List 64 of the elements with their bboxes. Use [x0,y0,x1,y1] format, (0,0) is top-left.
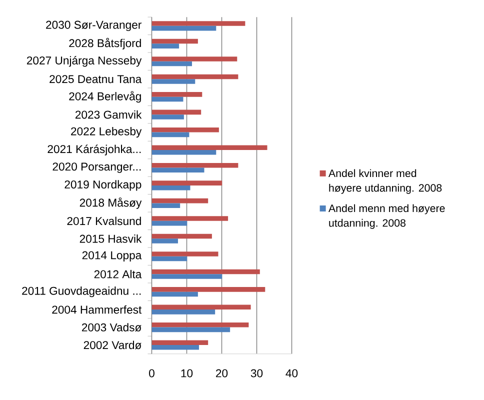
bar [152,96,184,102]
y-tick-label: 2011 Guovdageaidnu ... [22,286,141,298]
bar [152,310,216,314]
bar [152,287,266,292]
bar [152,56,238,62]
bar [152,61,192,66]
bar [152,345,199,350]
y-tick-label: 2017 Kvalsund [67,216,141,226]
y-tick-label: 2004 Hammerfest [52,305,142,314]
y-tick-label: 2002 Vardø [84,340,142,350]
bar [152,74,238,80]
bar [152,145,268,150]
y-tick-label: 2020 Porsanger... [52,162,141,173]
x-tick-label: 20 [216,369,228,378]
bar [152,322,249,328]
x-tick-label: 40 [286,369,298,378]
x-tick-label: 30 [250,369,263,378]
legend-label: Andel kvinner med høyere utdanning. 2008 [328,169,442,194]
bar [152,220,188,226]
bar [152,216,228,221]
bar [152,114,184,120]
bar [152,304,251,310]
y-tick-label: 2025 Deatnu Tana [50,75,142,84]
y-tick-label: 2015 Hasvik [80,234,142,243]
bar [152,292,198,297]
bar [152,340,208,346]
y-tick-label: 2012 Alta [94,270,142,278]
bar [152,44,180,48]
bar [152,38,198,44]
bar [152,132,190,138]
bar [152,185,190,190]
bar [152,198,208,204]
bar [152,234,212,239]
y-tick-label: 2030 Sør-Varanger [46,20,142,32]
y-tick-label: 2019 Nordkapp [64,180,142,191]
bar [152,327,230,332]
y-tick-label: 2022 Lebesby [71,127,142,138]
y-tick-label: 2027 Unjárga Nesseby [26,56,142,67]
bar [152,128,219,132]
bar [152,162,238,168]
y-tick-label: 2014 Loppa [82,251,142,262]
bar [152,92,202,97]
bar [152,150,216,155]
bar [152,180,222,186]
bar [152,110,202,115]
bar [152,256,188,262]
bar [152,168,204,173]
bar [152,238,178,244]
y-tick-label: 2023 Gamvik [75,110,142,119]
y-tick-label: 2024 Berlevåg [69,91,141,103]
x-tick-label: 0 [149,369,154,378]
bar [152,269,260,274]
bar [152,21,246,26]
y-tick-label: 2028 Båtsfjord [69,38,141,50]
legend-label: Andel menn med høyere utdanning. 2008 [328,204,445,229]
bar [152,274,222,279]
bar [152,79,196,84]
y-tick-label: 2018 Måsøy [80,197,142,209]
y-tick-label: 2003 Vadsø [82,323,142,332]
bar [152,203,180,208]
bar [152,252,218,256]
y-tick-label: 2021 Kárásjohka... [48,144,141,156]
bar [152,26,216,31]
x-tick-label: 10 [181,369,193,378]
